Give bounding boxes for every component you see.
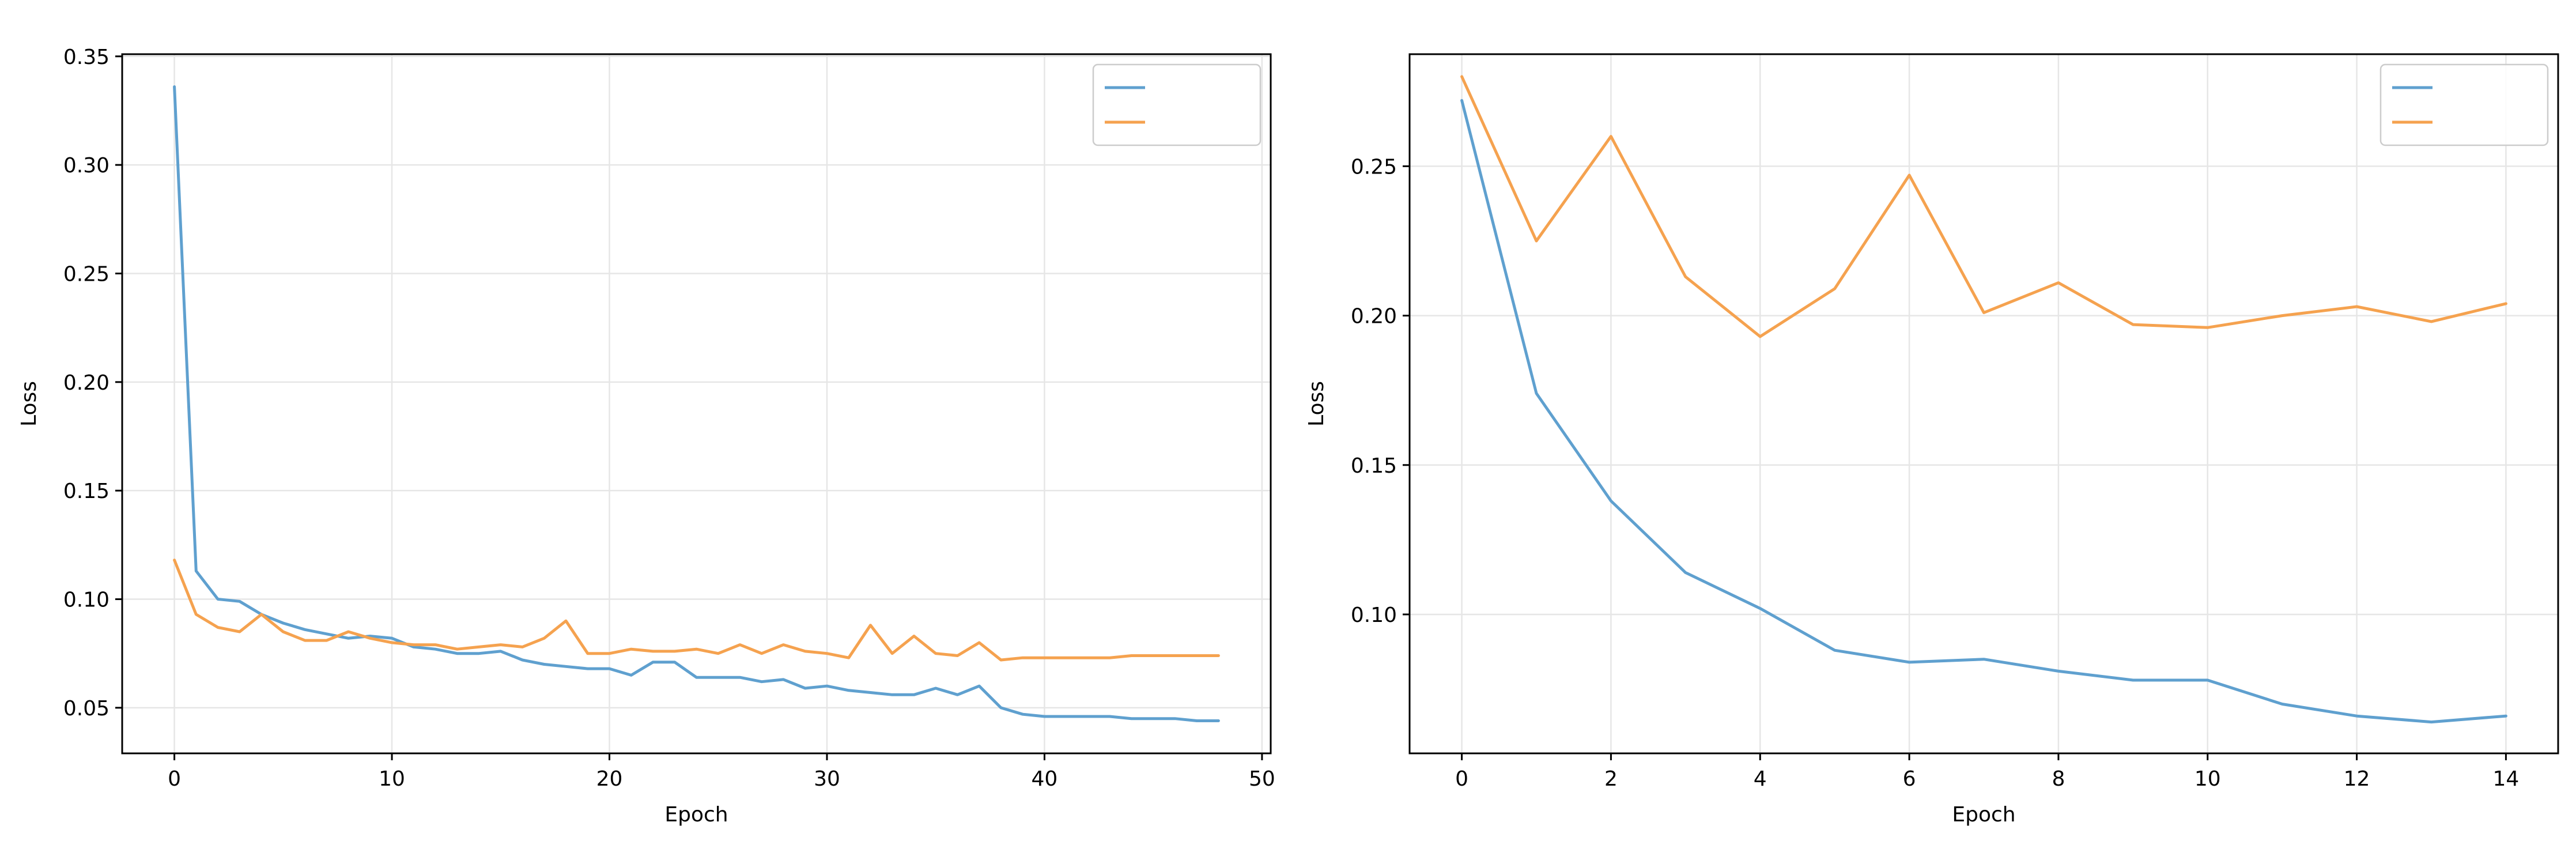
x-tick-label: 14 (2493, 767, 2520, 791)
series-line-1 (1460, 99, 2507, 724)
y-tick-label: 0.30 (63, 154, 109, 178)
series-line-2 (1460, 75, 2507, 338)
x-tick-label: 10 (379, 767, 405, 791)
x-tick-label: 8 (2052, 767, 2065, 791)
x-tick-label: 2 (1604, 767, 1618, 791)
y-tick-label: 0.35 (63, 46, 109, 69)
x-tick-label: 40 (1032, 767, 1058, 791)
series-line-1 (173, 85, 1220, 722)
y-tick-label: 0.25 (1351, 155, 1397, 179)
legend-box (1092, 63, 1261, 146)
y-tick-label: 0.05 (63, 697, 109, 720)
x-axis-label: Epoch (1952, 803, 2015, 827)
legend (2379, 63, 2549, 146)
axes-frame (1408, 53, 2559, 755)
x-tick-label: 50 (1249, 767, 1275, 791)
x-tick-label: 0 (1455, 767, 1468, 791)
y-tick-label: 0.15 (63, 480, 109, 503)
y-tick-label: 0.15 (1351, 454, 1397, 478)
chart-panel-1: 0 10 20 30 40 50 0.05 0.10 0.15 0.20 0.25 0.30 0.35 E… (17, 46, 1275, 827)
y-tick-label: 0.20 (63, 371, 109, 395)
y-tick-label: 0.25 (63, 262, 109, 286)
x-tick-label: 12 (2344, 767, 2370, 791)
y-axis-label: Loss (1305, 381, 1328, 427)
x-tick-label: 4 (1754, 767, 1767, 791)
y-tick-label: 0.20 (1351, 305, 1397, 329)
legend-box (2379, 63, 2549, 146)
y-tick-label: 0.10 (1351, 603, 1397, 627)
legend (1092, 63, 1261, 146)
series-line-2 (173, 559, 1220, 662)
chart-panel-2: 0 2 4 6 8 10 12 14 0.10 0.15 0.20 0.25 Epoch Loss (1305, 53, 2559, 827)
x-tick-label: 0 (168, 767, 181, 791)
x-tick-label: 30 (814, 767, 840, 791)
x-tick-label: 6 (1903, 767, 1916, 791)
x-tick-label: 10 (2194, 767, 2221, 791)
x-tick-label: 20 (596, 767, 623, 791)
x-axis-label: Epoch (664, 803, 728, 827)
y-axis-label: Loss (17, 381, 41, 427)
axes-frame (121, 53, 1272, 755)
y-tick-label: 0.10 (63, 589, 109, 612)
